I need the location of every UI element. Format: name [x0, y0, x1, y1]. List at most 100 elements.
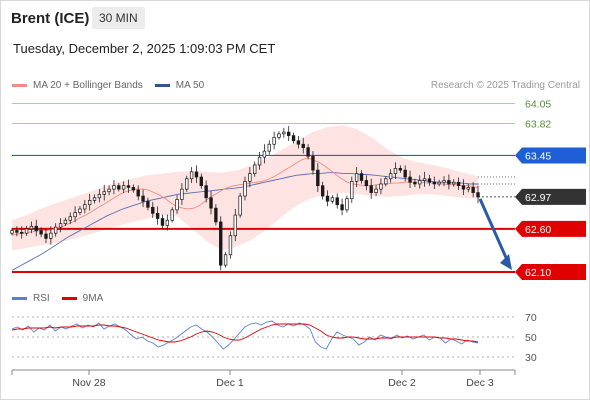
- candle-body-54: [272, 136, 276, 145]
- legend-rsi-label: RSI: [33, 293, 50, 304]
- x-tick-label-0: Nov 28: [72, 377, 105, 389]
- candle-body-80: [398, 168, 403, 171]
- candle-body-83: [413, 181, 417, 185]
- candle-body-19: [102, 191, 106, 195]
- candle-body-49: [248, 173, 252, 182]
- candle-body-65: [325, 195, 330, 202]
- candle-body-8: [49, 232, 53, 239]
- candle-body-31: [160, 218, 165, 226]
- level-label-64.05: 64.05: [525, 99, 551, 111]
- candle-body-10: [58, 223, 63, 228]
- candle-body-25: [131, 187, 136, 191]
- candle-body-28: [146, 200, 150, 208]
- candle-body-53: [267, 143, 271, 152]
- legend-rsi-ma: 9MA: [61, 293, 103, 304]
- candle-body-76: [379, 183, 383, 190]
- candle-body-61: [306, 147, 310, 157]
- candle-body-47: [238, 195, 242, 216]
- candle-body-21: [112, 185, 116, 190]
- candle-body-12: [68, 216, 72, 221]
- candle-body-27: [141, 195, 145, 202]
- candle-body-34: [175, 199, 179, 211]
- candle-body-37: [189, 171, 194, 180]
- candle-body-52: [262, 150, 267, 158]
- x-tick-label-3: Dec 3: [466, 377, 494, 389]
- candle-body-45: [228, 235, 233, 256]
- timeframe-badge[interactable]: 30 MIN: [92, 7, 145, 29]
- legend-rsi: RSI: [12, 293, 50, 304]
- candle-body-78: [388, 173, 393, 180]
- chart-header: Brent (ICE) 30 MIN: [0, 0, 590, 36]
- candle-body-50: [253, 164, 257, 174]
- candle-body-1: [15, 230, 19, 233]
- candle-body-67: [335, 197, 339, 206]
- ma50-swatch: [154, 84, 170, 87]
- candle-body-71: [354, 173, 359, 182]
- level-label-box-62.10: [515, 264, 586, 281]
- candle-body-6: [39, 230, 43, 235]
- candle-body-33: [170, 209, 174, 221]
- forecast-arrow-shaft: [478, 198, 510, 263]
- candle-body-32: [165, 219, 170, 226]
- candle-body-41: [209, 197, 213, 209]
- candle-body-43: [219, 221, 223, 266]
- candle-body-24: [126, 185, 131, 188]
- candle-body-14: [78, 208, 82, 213]
- candle-body-91: [452, 181, 456, 185]
- candle-body-20: [107, 188, 111, 193]
- candle-body-93: [461, 185, 466, 190]
- candle-body-58: [291, 135, 296, 142]
- candle-body-86: [427, 178, 432, 183]
- rsi-tick-label-70: 70: [525, 312, 537, 324]
- candle-body-72: [359, 173, 364, 181]
- rsi-line: [11, 320, 479, 350]
- candle-body-94: [466, 187, 470, 190]
- candle-body-66: [330, 197, 335, 202]
- main-legend: MA 20 + Bollinger Bands MA 50: [12, 80, 216, 91]
- candle-body-18: [97, 193, 102, 199]
- candle-body-0: [10, 230, 14, 234]
- legend-ma50: MA 50: [154, 80, 204, 91]
- level-label-62.10: 62.10: [525, 267, 551, 279]
- candle-body-7: [44, 233, 48, 239]
- candle-body-4: [29, 225, 34, 230]
- candle-body-87: [432, 181, 436, 185]
- rsi-ma-line: [11, 323, 479, 343]
- candle-body-56: [282, 131, 286, 135]
- x-tick-label-1: Dec 1: [216, 377, 244, 389]
- rsi-tick-label-30: 30: [525, 352, 537, 364]
- rsi-tick-label-50: 50: [525, 332, 537, 344]
- candle-body-17: [92, 197, 97, 201]
- candle-body-13: [73, 212, 77, 218]
- candle-body-35: [180, 188, 184, 200]
- candle-body-36: [185, 178, 189, 190]
- candle-body-3: [24, 228, 29, 234]
- candle-body-82: [408, 176, 412, 183]
- candle-body-74: [369, 185, 373, 193]
- candle-body-85: [422, 178, 427, 181]
- candle-body-69: [345, 198, 349, 211]
- level-label-63.45: 63.45: [525, 150, 551, 162]
- x-tick-label-2: Dec 2: [388, 377, 416, 389]
- candle-body-95: [471, 187, 475, 193]
- candle-body-30: [155, 212, 160, 219]
- candle-body-22: [117, 185, 121, 190]
- instrument-title: Brent (ICE): [11, 10, 90, 27]
- candle-body-42: [214, 207, 218, 223]
- candle-body-40: [204, 185, 208, 199]
- candle-body-23: [121, 185, 126, 190]
- candle-body-16: [87, 200, 92, 206]
- candle-body-63: [316, 169, 320, 187]
- candle-body-15: [83, 204, 87, 210]
- candle-body-38: [194, 171, 199, 178]
- copyright-notice: Research © 2025 Trading Central: [430, 80, 580, 91]
- candle-body-90: [447, 180, 451, 185]
- candle-body-46: [233, 214, 237, 237]
- candle-body-89: [442, 180, 446, 183]
- rsi-swatch: [12, 297, 27, 300]
- candle-body-48: [243, 181, 247, 197]
- candle-body-11: [63, 219, 68, 225]
- candle-body-73: [364, 180, 369, 187]
- candle-body-59: [296, 140, 301, 145]
